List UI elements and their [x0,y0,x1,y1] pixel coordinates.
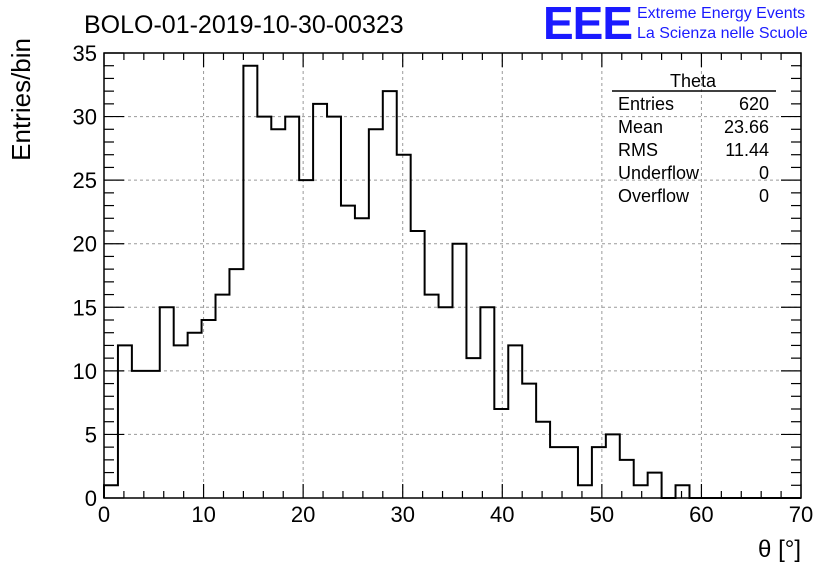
axis-ticks [103,52,802,499]
histogram-bin [160,307,174,498]
x-axis-label: θ [°] [758,536,801,563]
stats-row-label: RMS [618,140,658,160]
histogram-bin [118,345,132,498]
histogram-bin [466,358,480,498]
x-tick-label: 20 [291,502,315,527]
histogram-bin [202,320,216,498]
histogram-bin [243,66,257,498]
histogram-bin [229,269,243,498]
y-tick-label: 25 [73,168,97,193]
x-tick-label: 0 [98,502,110,527]
stats-row-value: 23.66 [724,117,769,137]
histogram-bin [104,485,118,498]
histogram-bin [383,91,397,498]
eee-logo-mark: EEE [543,0,633,49]
histogram-bin [397,155,411,498]
y-tick-label: 35 [73,41,97,66]
histogram-bin [174,345,188,498]
x-tick-label: 30 [390,502,414,527]
histogram-bin [327,117,341,498]
y-tick-label: 20 [73,232,97,257]
stats-row-value: 11.44 [725,140,769,160]
x-tick-label: 50 [590,502,614,527]
histogram-bin [425,295,439,498]
histogram-bin [132,371,146,498]
histogram-bin [411,231,425,498]
stats-row-label: Mean [618,117,663,137]
histogram-bin [522,384,536,498]
x-tick-label: 70 [789,502,813,527]
x-tick-label: 40 [490,502,514,527]
histogram-bin [550,447,564,498]
histogram-bin [355,218,369,498]
histogram-bin [313,104,327,498]
histogram-bin [271,129,285,498]
histogram-bin [453,244,467,498]
stats-box: Theta Entries 620 Mean 23.66 RMS 11.44 Underfl… [612,71,776,206]
stats-row-value: 620 [739,94,769,114]
histogram-bin [564,447,578,498]
plot-frame [103,52,802,499]
histogram-bin [578,485,592,498]
histogram-bin [676,485,690,498]
grid-lines [104,53,801,498]
x-tick-label: 60 [689,502,713,527]
histogram-series [103,64,801,499]
histogram-bin [188,333,202,498]
y-tick-label: 15 [73,295,97,320]
histogram-bin [648,473,662,498]
x-tick-labels: 0 10 20 30 40 50 60 70 [98,502,813,527]
y-tick-labels: 0 5 10 15 20 25 30 35 [73,41,97,511]
stats-row-value: 0 [759,186,769,206]
histogram-bin [439,307,453,498]
eee-logo-line1: Extreme Energy Events [637,5,806,22]
histogram-bin [146,371,160,498]
stats-row-label: Overflow [618,186,690,206]
y-tick-label: 30 [73,105,97,130]
histogram-bin [494,409,508,498]
stats-title: Theta [670,71,717,91]
histogram-line [103,64,801,499]
histogram-bin [508,345,522,498]
stats-rows: Entries 620 Mean 23.66 RMS 11.44 Underflow 0 Ove… [618,94,769,206]
histogram-bin [285,117,299,498]
stats-row-label: Underflow [618,163,700,183]
histogram-bin [606,434,620,498]
eee-logo-line2: La Scienza nelle Scuole [637,25,808,42]
plot-title: BOLO-01-2019-10-30-00323 [84,11,404,39]
histogram-bin [369,129,383,498]
x-tick-label: 10 [191,502,215,527]
histogram-bin [257,117,271,498]
histogram-bin [299,180,313,498]
histogram-bin [216,295,230,498]
y-tick-label: 5 [85,422,97,447]
stats-row-label: Entries [618,94,674,114]
histogram-bin [480,307,494,498]
histogram-bin [341,206,355,498]
stats-row-value: 0 [759,163,769,183]
y-axis-label: Entries/bin [6,38,36,161]
y-tick-label: 10 [73,359,97,384]
y-tick-label: 0 [85,486,97,511]
histogram-bin [634,485,648,498]
histogram-bin [536,422,550,498]
histogram-bin [592,447,606,498]
